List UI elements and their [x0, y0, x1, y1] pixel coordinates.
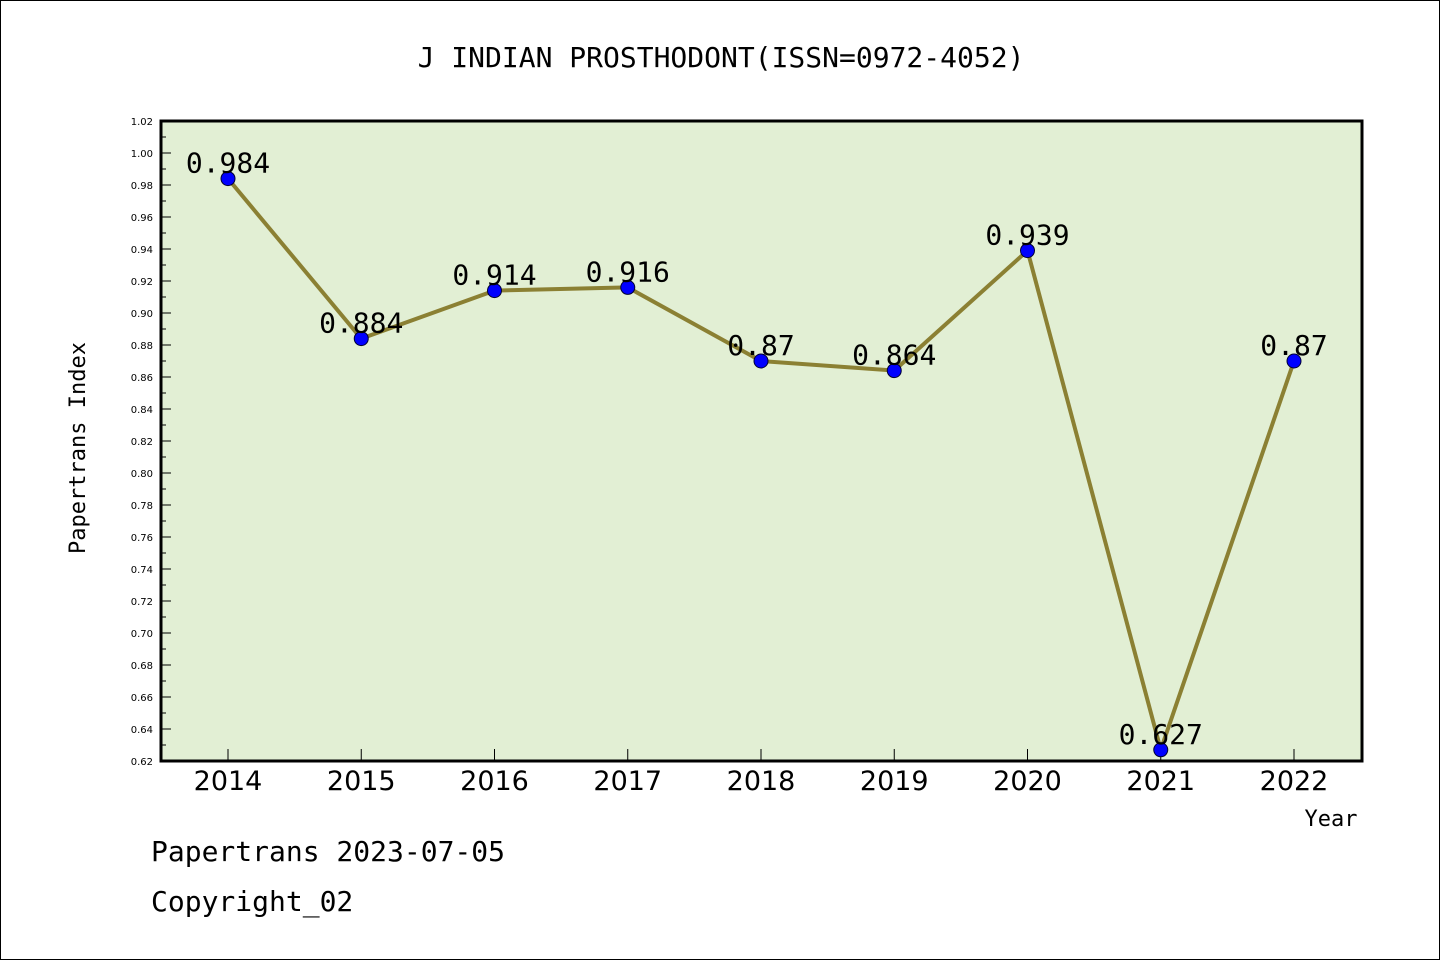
y-tick-label: 0.78	[131, 501, 153, 512]
y-tick-label: 0.82	[131, 437, 153, 448]
x-tick-label: 2014	[194, 766, 263, 797]
y-tick-label: 1.02	[131, 117, 153, 128]
y-axis: 0.62 0.64 0.66 0.68 0.70 0.72 0.74 0.76 0.78 0.80…	[131, 117, 171, 768]
y-axis-label: Papertrans Index	[66, 342, 91, 554]
x-tick-label: 2020	[993, 766, 1062, 797]
y-tick-label: 0.64	[131, 725, 153, 736]
data-label: 0.884	[319, 307, 403, 340]
data-label: 0.864	[852, 339, 936, 372]
x-tick-label: 2017	[593, 766, 662, 797]
data-label: 0.939	[985, 219, 1069, 252]
y-tick-label: 0.80	[131, 469, 153, 480]
y-tick-label: 0.86	[131, 373, 153, 384]
footer-date: Papertrans 2023-07-05	[151, 835, 506, 868]
y-tick-label: 1.00	[131, 149, 153, 160]
data-label: 0.984	[186, 147, 270, 180]
y-tick-label: 0.94	[131, 245, 153, 256]
data-point	[220, 171, 236, 187]
data-labels: 0.984 0.884 0.914 0.916 0.87 0.864 0.939 0.627 0…	[186, 147, 1328, 751]
data-point	[620, 279, 636, 295]
x-tick-label: 2016	[460, 766, 529, 797]
data-point	[1153, 742, 1169, 758]
data-point	[886, 363, 902, 379]
y-tick-label: 0.68	[131, 661, 153, 672]
data-label: 0.627	[1119, 718, 1203, 751]
data-point	[753, 353, 769, 369]
y-tick-label: 0.88	[131, 341, 153, 352]
y-tick-label: 0.84	[131, 405, 153, 416]
data-point	[353, 331, 369, 347]
y-tick-label: 0.66	[131, 693, 153, 704]
plot-area	[159, 119, 1364, 763]
x-tick-label: 2022	[1260, 766, 1329, 797]
x-tick-label: 2021	[1126, 766, 1195, 797]
y-tick-label: 0.92	[131, 277, 153, 288]
y-tick-label: 0.62	[131, 757, 153, 768]
y-tick-label: 0.70	[131, 629, 153, 640]
x-tick-label: 2018	[727, 766, 796, 797]
y-tick-label: 0.96	[131, 213, 153, 224]
data-label: 0.87	[727, 329, 794, 362]
data-label: 0.87	[1260, 329, 1327, 362]
chart-title: J INDIAN PROSTHODONT(ISSN=0972-4052)	[418, 41, 1025, 74]
data-label: 0.916	[586, 255, 670, 288]
series-points	[220, 171, 1302, 758]
x-axis: 2014 2015 2016 2017 2018 2019 2020 2021 2022	[194, 749, 1329, 797]
x-axis-label: Year	[1305, 807, 1358, 832]
y-tick-label: 0.72	[131, 597, 153, 608]
data-point	[1020, 243, 1035, 259]
y-tick-label: 0.74	[131, 565, 153, 576]
data-label: 0.914	[452, 259, 536, 292]
data-point	[487, 283, 502, 299]
footer-copyright: Copyright_02	[151, 885, 354, 918]
data-point	[1286, 353, 1302, 369]
x-tick-label: 2015	[327, 766, 396, 797]
x-tick-label: 2019	[860, 766, 929, 797]
y-tick-label: 0.90	[131, 309, 153, 320]
y-tick-label: 0.98	[131, 181, 153, 192]
y-tick-label: 0.76	[131, 533, 153, 544]
